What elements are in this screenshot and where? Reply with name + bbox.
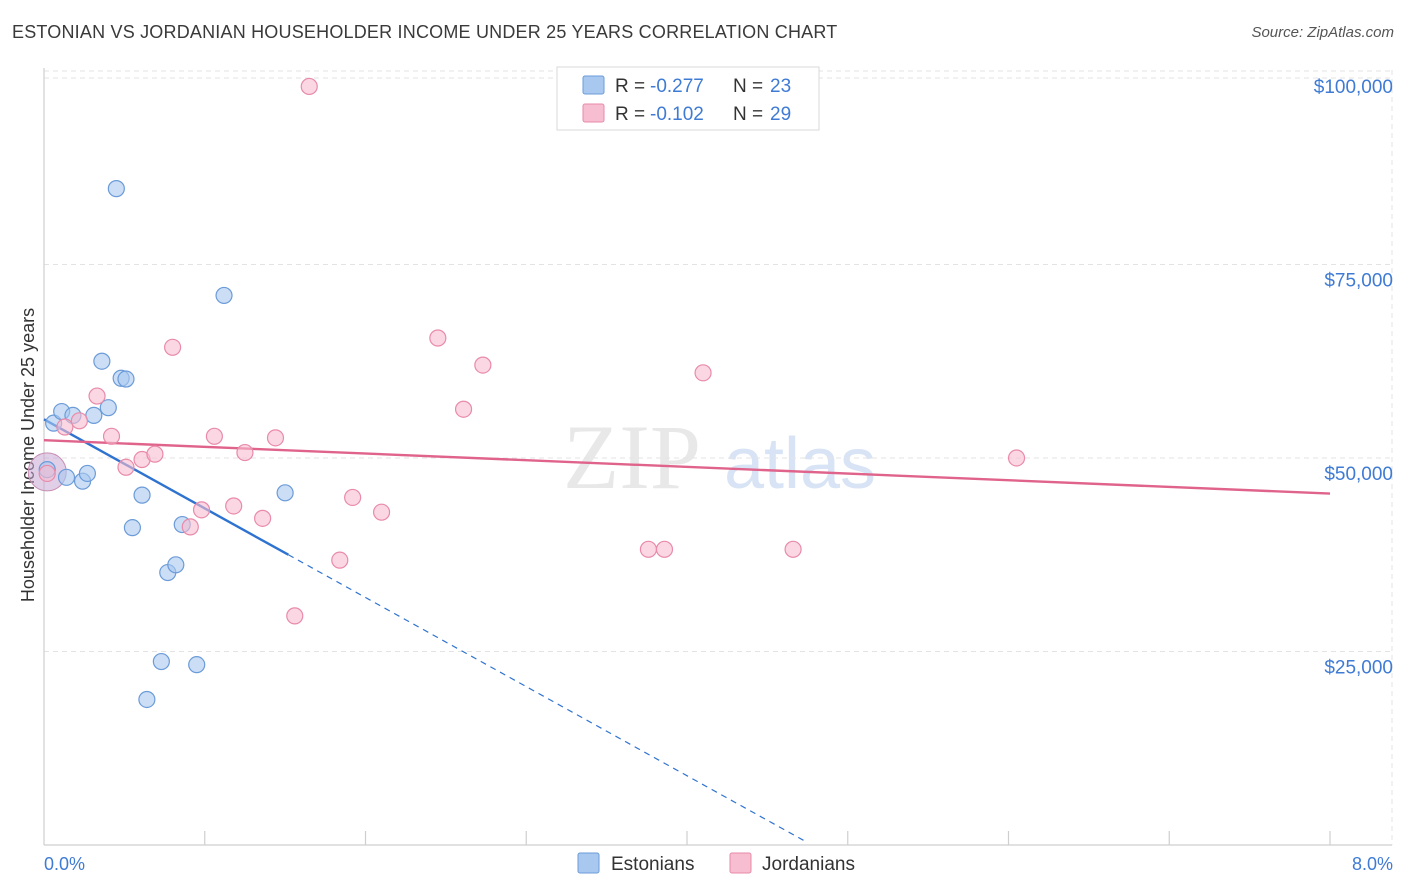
stats-legend: R = -0.277 N = 23 R = -0.102 N = 29 [556, 66, 820, 131]
legend-label-estonians: Estonians [611, 854, 694, 875]
y-tick-labels: $25,000 $50,000 $75,000 $100,000 [1314, 77, 1393, 679]
y-tick-label-0: $25,000 [1324, 657, 1393, 678]
x-tick-label-min: 0.0% [44, 854, 85, 874]
estonians-n-value: 23 [770, 76, 791, 97]
estonians-trend-extension [288, 554, 808, 844]
data-points [27, 77, 1026, 709]
jordanians-n-value: 29 [770, 104, 791, 125]
jordanians-point-8 [164, 338, 182, 356]
estonians-point-20 [188, 656, 206, 674]
estonians-n-label: N = [733, 76, 763, 97]
jordanians-point-19 [344, 488, 362, 507]
jordanians-point-24 [639, 540, 658, 558]
estonians-point-8 [93, 352, 111, 370]
estonians-stats-swatch [582, 75, 605, 95]
jordanians-point-18 [331, 551, 349, 569]
y-axis-label: Householder Income Under 25 years [18, 308, 38, 602]
jordanians-point-7 [146, 445, 164, 463]
estonians-point-15 [138, 690, 156, 709]
estonians-point-3 [57, 468, 76, 486]
jordanians-point-20 [372, 503, 391, 521]
trend-lines [43, 418, 1331, 844]
jordanians-trend-line [43, 438, 1331, 495]
jordanians-r-value: -0.102 [650, 104, 704, 125]
estonians-point-22 [276, 484, 294, 502]
estonians-point-9 [99, 399, 117, 417]
watermark: ZIP atlas [563, 406, 876, 508]
estonians-point-7 [85, 406, 103, 425]
jordanians-point-15 [266, 429, 285, 447]
jordanians-r-label: R = [615, 104, 645, 125]
jordanians-point-2 [70, 412, 88, 430]
jordanians-point-28 [1007, 449, 1026, 467]
estonians-point-6 [78, 464, 97, 483]
legend-label-jordanians: Jordanians [762, 854, 855, 875]
estonians-point-16 [152, 652, 170, 671]
jordanians-point-3 [88, 387, 106, 405]
jordanians-point-4 [102, 427, 121, 445]
jordanians-point-5 [117, 458, 135, 476]
y-tick-label-3: $100,000 [1314, 77, 1393, 98]
jordanians-point-26 [694, 364, 712, 382]
estonians-point-13 [123, 519, 142, 537]
series-legend: Estonians Jordanians [577, 852, 855, 875]
jordanians-point-9 [181, 518, 199, 536]
jordanians-point-0 [38, 464, 56, 483]
jordanians-point-1 [56, 418, 74, 436]
jordanians-point-27 [784, 540, 802, 558]
watermark-atlas: atlas [724, 424, 876, 504]
estonians-point-12 [117, 370, 135, 388]
jordanians-point-12 [225, 497, 243, 515]
jordanians-point-23 [474, 356, 492, 374]
estonians-r-label: R = [615, 76, 645, 97]
x-axis-ticks [204, 831, 1331, 845]
legend-swatch-jordanians [729, 852, 752, 874]
jordanians-point-13 [236, 443, 254, 462]
x-tick-label-max: 8.0% [1352, 854, 1393, 874]
chart-title: ESTONIAN VS JORDANIAN HOUSEHOLDER INCOME… [12, 22, 838, 42]
jordanians-point-22 [454, 400, 473, 418]
y-tick-label-1: $50,000 [1324, 464, 1393, 485]
jordanians-point-17 [300, 77, 318, 96]
jordanians-point-14 [254, 509, 272, 527]
watermark-zip: ZIP [563, 406, 701, 508]
estonians-point-14 [133, 486, 151, 504]
estonians-point-21 [215, 286, 233, 305]
jordanians-point-25 [655, 540, 674, 558]
jordanians-n-label: N = [733, 104, 763, 125]
estonians-r-value: -0.277 [650, 76, 704, 97]
y-tick-label-2: $75,000 [1324, 270, 1393, 291]
jordanians-stats-swatch [582, 103, 605, 123]
jordanians-point-11 [205, 427, 223, 445]
estonians-point-10 [107, 180, 125, 198]
source-credit: Source: ZipAtlas.com [1251, 24, 1394, 41]
jordanians-point-21 [429, 329, 447, 347]
estonians-point-18 [167, 556, 185, 574]
grid-lines [44, 70, 1393, 845]
jordanians-point-16 [286, 607, 304, 625]
legend-swatch-estonians [577, 852, 600, 874]
jordanians-point-10 [192, 501, 211, 519]
